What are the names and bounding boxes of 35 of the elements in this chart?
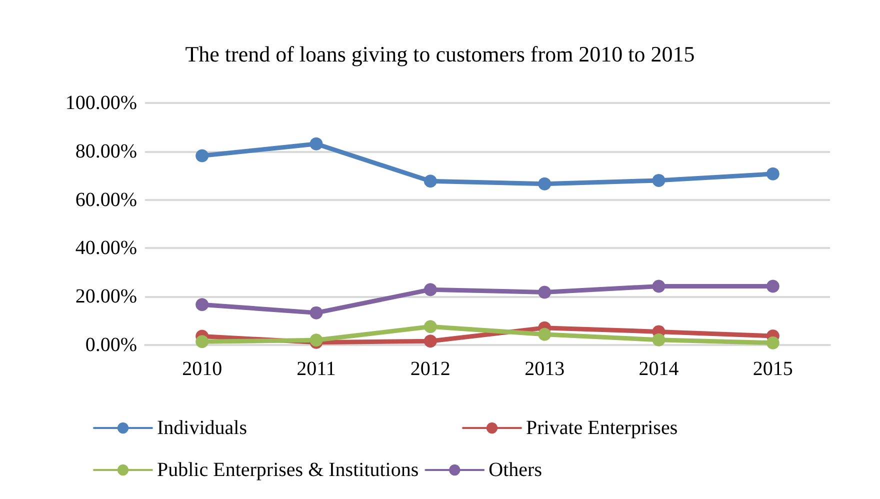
- legend-label: Individuals: [157, 417, 248, 439]
- point: [652, 280, 666, 293]
- y-tick-label: 80.00%: [75, 140, 137, 162]
- point: [424, 320, 437, 334]
- point: [652, 174, 666, 187]
- x-tick-label: 2013: [524, 358, 565, 380]
- y-tick-label: 60.00%: [75, 188, 137, 211]
- x-tick-label: 2012: [410, 358, 450, 380]
- point: [424, 334, 437, 348]
- y-tick-label: 100.00%: [65, 92, 137, 114]
- y-tick-label: 0.00%: [85, 334, 137, 356]
- point: [766, 167, 780, 180]
- x-tick-label: 2015: [752, 358, 793, 380]
- legend-label: Others: [488, 459, 542, 481]
- point: [538, 328, 552, 341]
- legend-label: Public Enterprises & Institutions: [157, 459, 419, 481]
- point: [310, 306, 323, 320]
- point: [766, 280, 780, 293]
- legend-label: Private Enterprises: [526, 417, 678, 439]
- chart-title: The trend of loans giving to customers from 2010 to 2015: [185, 42, 695, 66]
- point: [424, 283, 437, 296]
- point: [310, 137, 323, 150]
- y-tick-label: 40.00%: [75, 237, 137, 260]
- point: [196, 335, 209, 348]
- y-tick-label: 20.00%: [75, 286, 137, 308]
- point: [766, 336, 780, 350]
- point: [424, 174, 437, 188]
- point: [652, 333, 666, 346]
- x-tick-label: 2014: [638, 358, 679, 380]
- point: [196, 298, 209, 312]
- point: [538, 177, 552, 190]
- point: [538, 286, 552, 299]
- x-tick-label: 2010: [182, 358, 222, 380]
- point: [196, 149, 209, 162]
- x-tick-label: 2011: [296, 358, 336, 380]
